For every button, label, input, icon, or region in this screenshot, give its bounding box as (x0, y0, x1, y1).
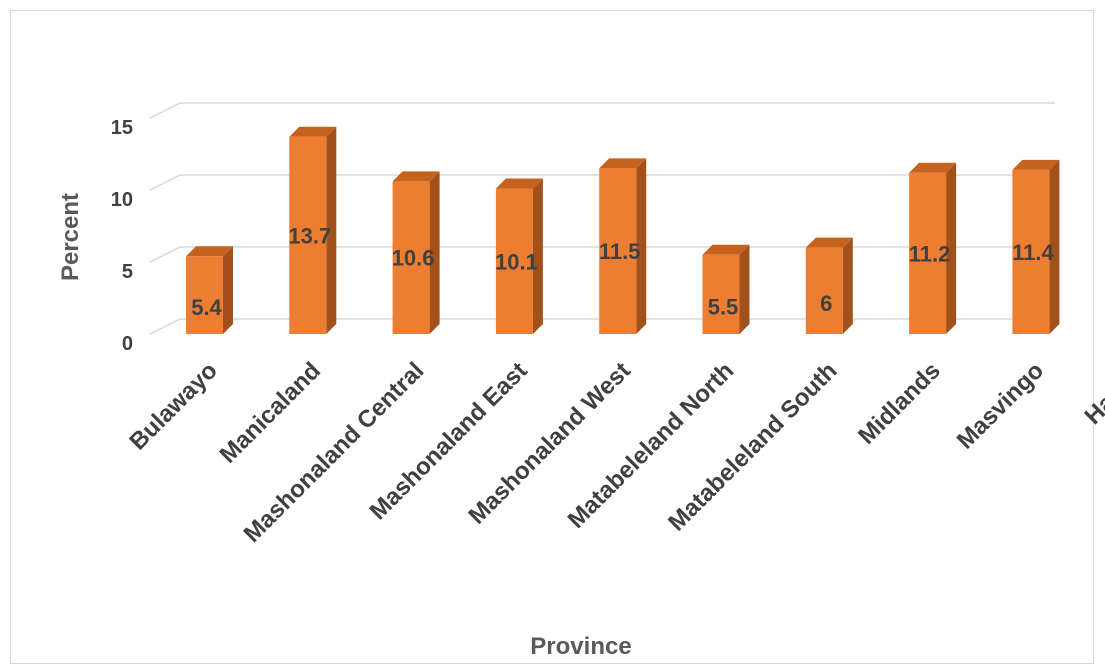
bar-front (909, 172, 947, 334)
bar-side (946, 162, 957, 334)
gridline (149, 318, 1055, 335)
bar-top (495, 178, 543, 189)
x-category-label: Manicaland (215, 357, 327, 469)
bar-top (599, 158, 647, 169)
bar-top (392, 171, 440, 182)
bar-side (429, 171, 440, 334)
bar-front (392, 181, 430, 334)
x-category-label: Matabeleland South (663, 357, 842, 536)
data-label: 11.4 (1012, 240, 1054, 265)
bar-front (289, 136, 327, 334)
data-label: 11.2 (909, 241, 951, 266)
bar-top (289, 126, 337, 137)
bar-side (223, 246, 233, 334)
y-tick-label: 0 (122, 333, 133, 355)
x-category-label: Masvingo (952, 357, 1049, 454)
bar-side (739, 244, 750, 334)
bar-top (805, 237, 853, 248)
y-tick-label: 5 (122, 261, 133, 283)
x-category-label: Mashonaland Central (239, 357, 430, 548)
x-axis-title: Province (530, 633, 631, 660)
bar-top (909, 162, 957, 173)
bar-front (599, 168, 637, 334)
data-label: 6 (820, 291, 832, 316)
bar-side (1049, 159, 1060, 334)
y-tick-label: 15 (111, 117, 133, 139)
bar-side (326, 126, 337, 334)
bar-front (495, 188, 533, 334)
bar-front (1012, 169, 1050, 334)
bar (599, 158, 647, 334)
bar (289, 126, 337, 334)
gridline (149, 174, 1055, 191)
data-label: 11.5 (599, 239, 641, 264)
bar-top (1012, 159, 1060, 170)
bar (392, 171, 440, 334)
y-axis-title: Percent (57, 193, 84, 281)
bar-front (805, 247, 843, 334)
bar-top (186, 246, 233, 257)
data-label: 13.7 (288, 223, 331, 248)
bar (909, 162, 957, 334)
x-category-label: Bulawayo (124, 357, 222, 455)
bars (186, 126, 1060, 334)
gridline (149, 246, 1055, 263)
bar-front (702, 254, 740, 334)
x-category-label: Midlands (853, 357, 946, 450)
data-label: 10.6 (392, 246, 435, 271)
y-axis-ticks: 0 5 10 15 (111, 117, 133, 355)
bar (186, 246, 233, 334)
chart-frame (10, 10, 1094, 664)
data-label: 5.4 (191, 295, 222, 320)
bar (702, 244, 750, 334)
data-label: 5.5 (708, 294, 739, 319)
bar-front (186, 256, 223, 334)
bar-side (842, 237, 853, 334)
gridlines (149, 102, 1055, 335)
bar (1012, 159, 1060, 334)
bar-side (532, 178, 543, 334)
bar-top (702, 244, 750, 255)
y-tick-label: 10 (111, 189, 133, 211)
data-label: 10.1 (495, 249, 538, 274)
gridline (149, 102, 1055, 119)
bar (805, 237, 853, 334)
bar-side (636, 158, 647, 334)
x-category-label: Harare (1080, 357, 1105, 430)
bar (495, 178, 543, 334)
